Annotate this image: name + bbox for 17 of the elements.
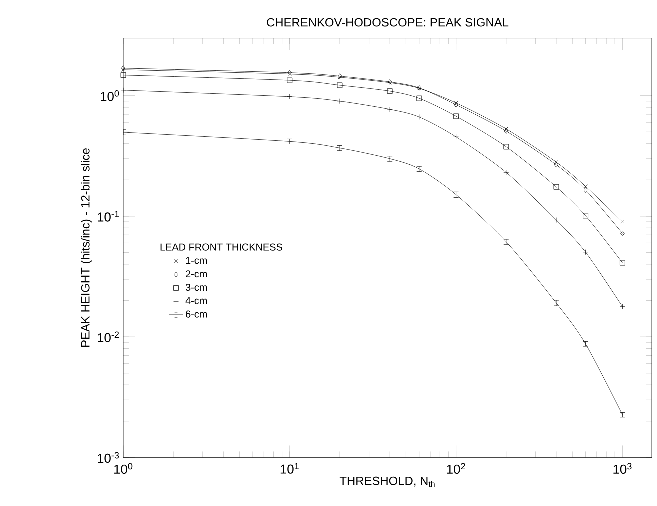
legend-label: 6-cm (186, 310, 208, 318)
x-tick-label: 10$^{3}$ (614, 463, 632, 474)
legend-label: 2-cm (186, 270, 208, 278)
y-tick-label: 10$^{-1}$ (98, 211, 120, 222)
x-axis-title: THRESHOLD, N$_{th}$ (340, 476, 435, 488)
x-tick-label: 10$^{2}$ (447, 463, 466, 474)
legend-label: 4-cm (186, 297, 208, 304)
legend-title: LEAD FRONT THICKNESS (160, 244, 282, 251)
chart-title: CHERENKOV-HODOSCOPE: PEAK SIGNAL (267, 18, 509, 27)
x-tick-label: 10$^{0}$ (114, 463, 133, 474)
x-tick-label: 10$^{1}$ (280, 463, 299, 474)
legend-label: 3-cm (186, 284, 208, 292)
y-axis-title: PEAK HEIGHT (hits/inc) - 12-bin slice (81, 148, 92, 348)
y-tick-label: 10$^{0}$ (101, 90, 120, 102)
y-tick-label: 10$^{-3}$ (98, 452, 120, 464)
legend-label: 1-cm (186, 257, 208, 264)
y-tick-label: 10$^{-2}$ (98, 332, 120, 342)
